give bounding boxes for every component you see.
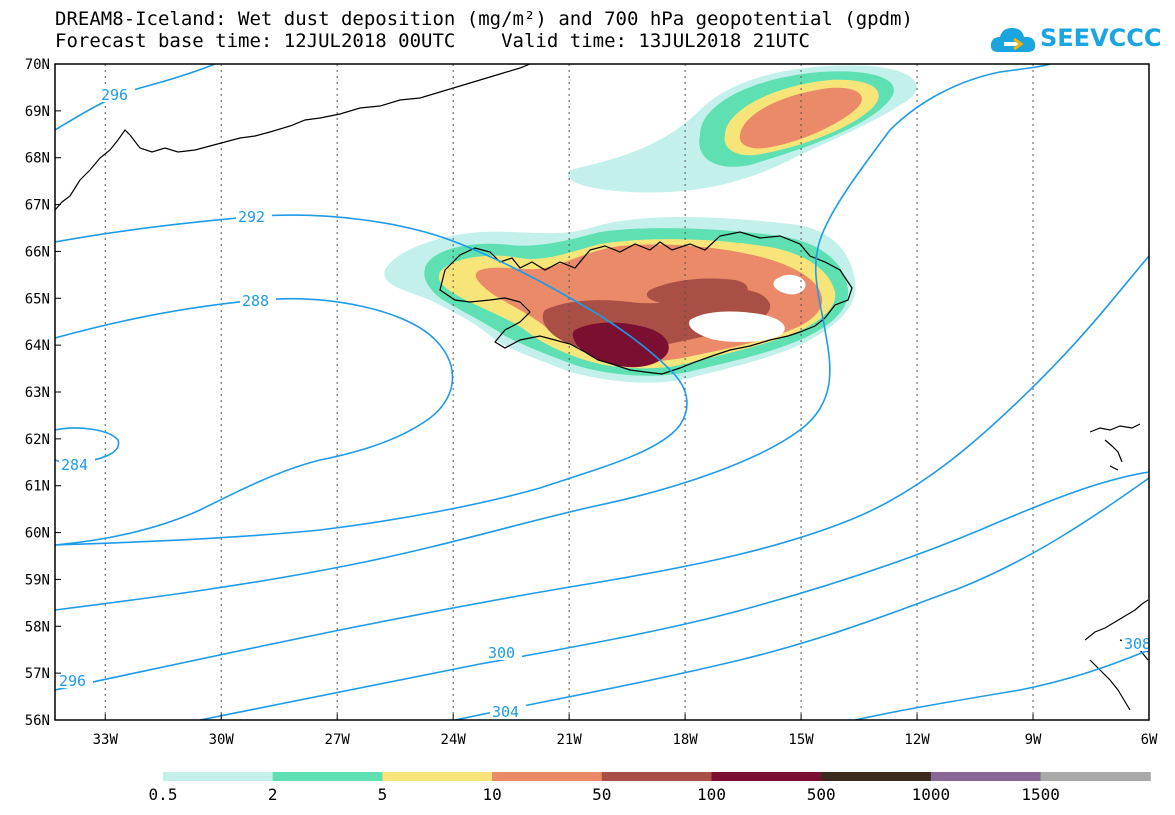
legend-label: 100 [697,785,726,804]
geopotential-contours [55,64,1149,720]
map-title: DREAM8-Iceland: Wet dust deposition (mg/… [55,8,913,30]
lat-tick-label: 65N [25,291,50,307]
lon-tick-label: 30W [209,732,235,748]
lat-tick-label: 59N [25,572,50,588]
legend-swatch [821,772,932,781]
coastlines [55,64,1149,711]
cloud-arrow-icon [990,28,1036,52]
lat-tick-label: 66N [25,244,50,260]
lon-tick-label: 21W [556,732,582,748]
legend-swatch [601,772,712,781]
logo-text: SEEVCCC [1040,24,1162,52]
lat-tick-label: 56N [25,713,50,729]
contour-label: 300 [488,644,515,662]
legend-swatch [1040,772,1151,781]
legend-label: 2 [268,785,278,804]
graticule [104,64,1034,720]
lat-tick-label: 63N [25,385,50,401]
contour-label: 304 [492,703,519,721]
lon-tick-label: 24W [441,732,467,748]
legend-label: 1000 [912,785,951,804]
lat-tick-label: 68N [25,151,50,167]
legend-label: 500 [807,785,836,804]
lon-tick-label: 18W [672,732,698,748]
contour-labels: 296 292 288 284 300 304 296 308 [57,86,1151,721]
lon-tick-label: 12W [904,732,930,748]
legend-label: 50 [592,785,611,804]
legend-swatch [272,772,383,781]
contour-label: 292 [238,208,265,226]
legend-label: 1500 [1021,785,1060,804]
lat-tick-label: 62N [25,432,50,448]
lat-tick-label: 64N [25,338,50,354]
color-legend: 0.5 2 5 10 50 100 500 1000 1500 [149,772,1151,804]
contour-label: 296 [101,86,128,104]
dust-deposition-shading [384,65,917,383]
contour-label: 288 [242,292,269,310]
legend-label: 5 [378,785,388,804]
lat-tick-label: 69N [25,104,50,120]
lat-tick-label: 61N [25,479,50,495]
contour-label: 296 [59,672,86,690]
lon-tick-label: 27W [325,732,351,748]
seevccc-logo: SEEVCCC [990,20,1162,60]
legend-swatch [930,772,1042,781]
lon-tick-label: 9W [1025,732,1042,748]
latitude-axis: 70N 69N 68N 67N 66N 65N 64N 63N 62N 61N 60N 59N 58N 5… [25,57,61,729]
legend-swatch [492,772,603,781]
lat-tick-label: 70N [25,57,50,73]
legend-label: 0.5 [149,785,178,804]
contour-label: 308 [1124,635,1151,653]
longitude-axis: 33W 30W 27W 24W 21W 18W 15W 12W 9W 6W [93,714,1158,748]
lon-tick-label: 6W [1141,732,1158,748]
lat-tick-label: 58N [25,619,50,635]
lat-tick-label: 57N [25,666,50,682]
lat-tick-label: 67N [25,198,50,214]
contour-label: 284 [61,456,88,474]
lon-tick-label: 33W [93,732,119,748]
legend-swatch [163,772,274,781]
lon-tick-label: 15W [788,732,814,748]
lat-tick-label: 60N [25,526,50,542]
legend-swatch [382,772,493,781]
legend-swatch [711,772,822,781]
legend-label: 10 [482,785,501,804]
forecast-time-line: Forecast base time: 12JUL2018 00UTC Vali… [55,30,810,52]
